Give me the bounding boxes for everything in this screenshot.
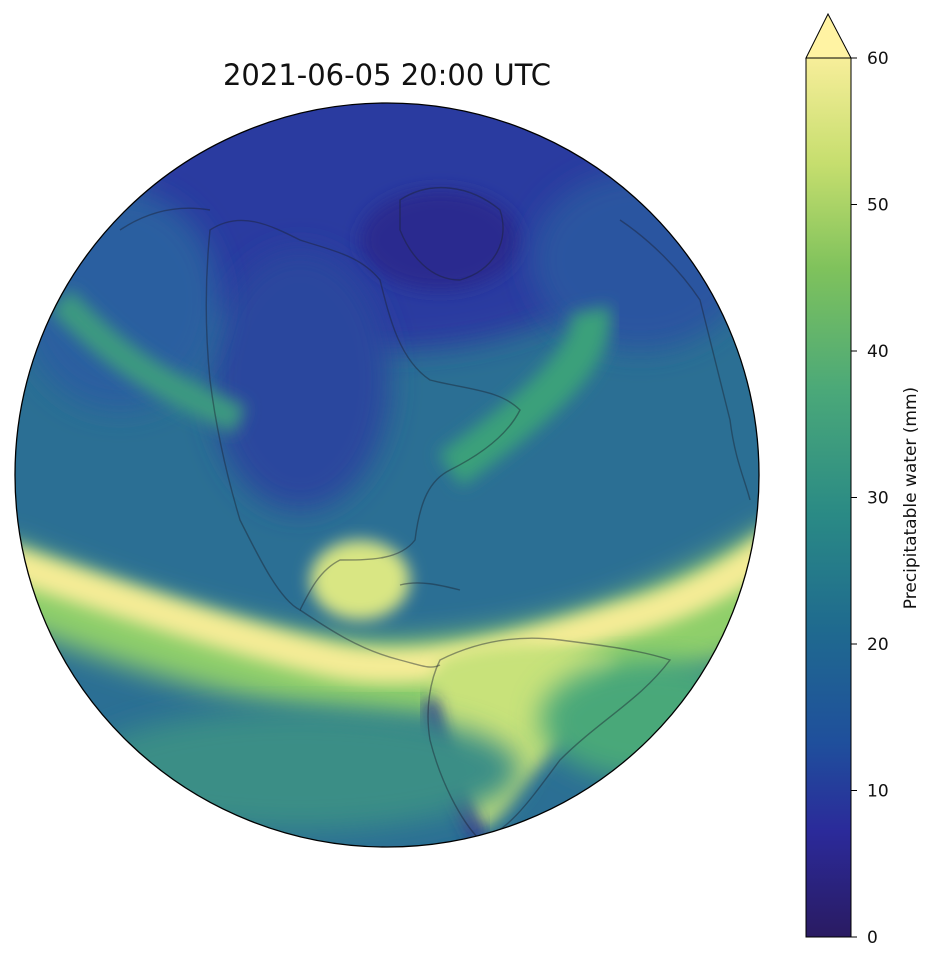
greenland-dry-region [360, 190, 520, 290]
gulf-moist-region [310, 540, 410, 620]
itcz-band [15, 527, 759, 684]
central-america-coast [299, 609, 441, 668]
south-america-coast [427, 637, 672, 841]
europe-africa-coast [619, 219, 751, 501]
colorbar-ticks: 0 10 20 30 40 50 60 [851, 49, 889, 948]
colorbar-extend-arrow [805, 12, 852, 59]
colorbar-tick-label: 10 [867, 782, 889, 802]
map-title: 2021-06-05 20:00 UTC [222, 58, 552, 92]
colorbar-tick-label: 60 [867, 49, 889, 69]
north-america-coast [205, 219, 521, 611]
colorbar-tick-label: 30 [867, 489, 889, 509]
globe [15, 103, 759, 847]
atlantic-moisture-plume [438, 306, 611, 487]
coastlines [119, 187, 751, 841]
cuba-coast [399, 582, 461, 591]
pacific-moisture-plume [49, 289, 247, 434]
north-pacific-region [20, 190, 220, 410]
colorbar-tick-label: 50 [867, 196, 889, 216]
colorbar: 0 10 20 30 40 50 60 Precipitatable water (mm) [805, 12, 921, 948]
south-pacific-region [80, 710, 520, 830]
greenland-coast [399, 187, 504, 281]
colorbar-tick-label: 0 [867, 928, 878, 948]
europe-dry-region [530, 170, 750, 350]
globe-outline [14, 102, 760, 848]
colorbar-fill [806, 58, 851, 937]
south-atlantic-region [540, 660, 759, 780]
western-na-dry-region [210, 250, 390, 510]
colorbar-tick-label: 20 [867, 635, 889, 655]
colorbar-tick-label: 40 [867, 342, 889, 362]
colorbar-label: Precipitatable water (mm) [901, 387, 921, 609]
alaska-coast [119, 207, 211, 231]
